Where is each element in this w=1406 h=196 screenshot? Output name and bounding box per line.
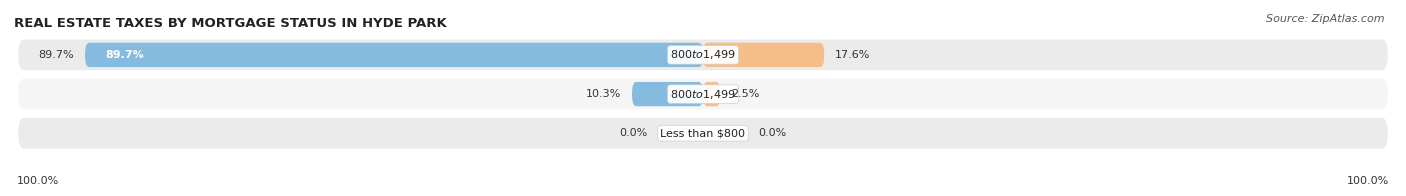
Text: 10.3%: 10.3% xyxy=(586,89,621,99)
FancyBboxPatch shape xyxy=(18,79,1388,109)
Text: REAL ESTATE TAXES BY MORTGAGE STATUS IN HYDE PARK: REAL ESTATE TAXES BY MORTGAGE STATUS IN … xyxy=(14,17,447,30)
Text: 17.6%: 17.6% xyxy=(835,50,870,60)
Text: 100.0%: 100.0% xyxy=(17,176,59,186)
FancyBboxPatch shape xyxy=(18,118,1388,149)
Text: 0.0%: 0.0% xyxy=(758,128,786,138)
Text: Source: ZipAtlas.com: Source: ZipAtlas.com xyxy=(1267,14,1385,24)
FancyBboxPatch shape xyxy=(18,40,1388,70)
FancyBboxPatch shape xyxy=(84,43,703,67)
FancyBboxPatch shape xyxy=(703,82,720,106)
FancyBboxPatch shape xyxy=(703,43,824,67)
Text: 89.7%: 89.7% xyxy=(105,50,145,60)
Text: 89.7%: 89.7% xyxy=(38,50,75,60)
FancyBboxPatch shape xyxy=(633,82,703,106)
Text: 100.0%: 100.0% xyxy=(1347,176,1389,186)
Text: 0.0%: 0.0% xyxy=(620,128,648,138)
Text: Less than $800: Less than $800 xyxy=(661,128,745,138)
Text: $800 to $1,499: $800 to $1,499 xyxy=(671,48,735,61)
Text: $800 to $1,499: $800 to $1,499 xyxy=(671,88,735,101)
Text: 2.5%: 2.5% xyxy=(731,89,759,99)
